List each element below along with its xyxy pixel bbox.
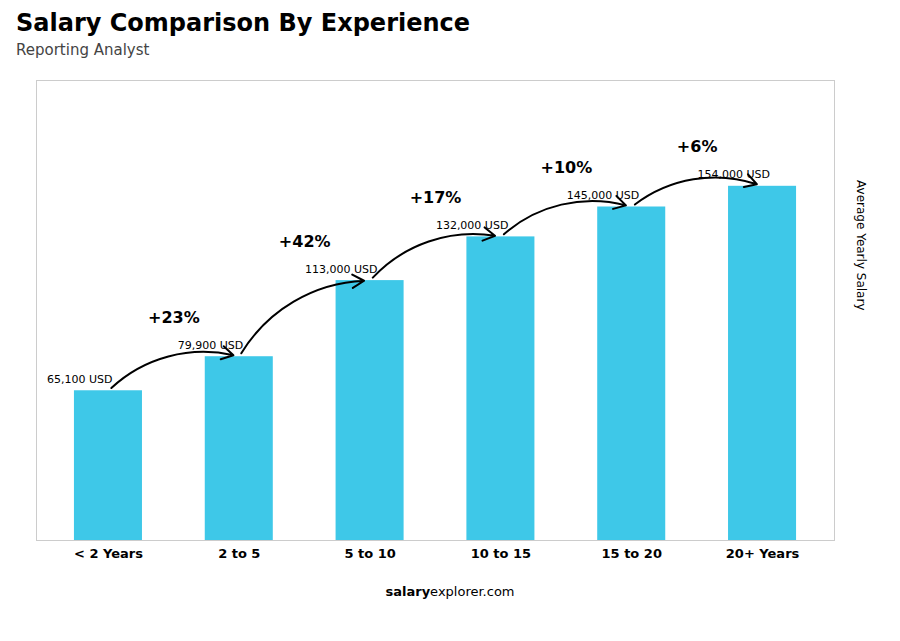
svg-text:+6%: +6% (677, 137, 718, 156)
svg-text:+17%: +17% (410, 188, 462, 207)
svg-text:Average Yearly Salary: Average Yearly Salary (854, 180, 868, 310)
html-text:Salary Comparison By Experienc: Salary Comparison By Experience (16, 9, 471, 37)
svg-text:2 to 5: 2 to 5 (218, 546, 260, 561)
svg-text:113,000 USD: 113,000 USD (305, 263, 378, 276)
svg-text:10 to 15: 10 to 15 (471, 546, 531, 561)
svg-text:145,000 USD: 145,000 USD (567, 189, 640, 202)
svg-text:+42%: +42% (279, 232, 331, 251)
html-text:Reporting Analyst: Reporting Analyst (16, 41, 150, 59)
svg-text:132,000 USD: 132,000 USD (436, 219, 509, 232)
svg-text:154,000 USD: 154,000 USD (698, 168, 771, 181)
svg-text:20+ Years: 20+ Years (726, 546, 800, 561)
svg-text:15 to 20: 15 to 20 (602, 546, 662, 561)
html-text:salary explorer.com: salary explorer.com (385, 584, 515, 599)
svg-text:+10%: +10% (540, 158, 592, 177)
svg-text:5 to 10: 5 to 10 (344, 546, 395, 561)
svg-text:65,100 USD: 65,100 USD (47, 373, 113, 386)
svg-text:< 2 Years: < 2 Years (74, 546, 143, 561)
svg-text:+23%: +23% (148, 308, 200, 327)
svg-text:79,900 USD: 79,900 USD (178, 339, 244, 352)
